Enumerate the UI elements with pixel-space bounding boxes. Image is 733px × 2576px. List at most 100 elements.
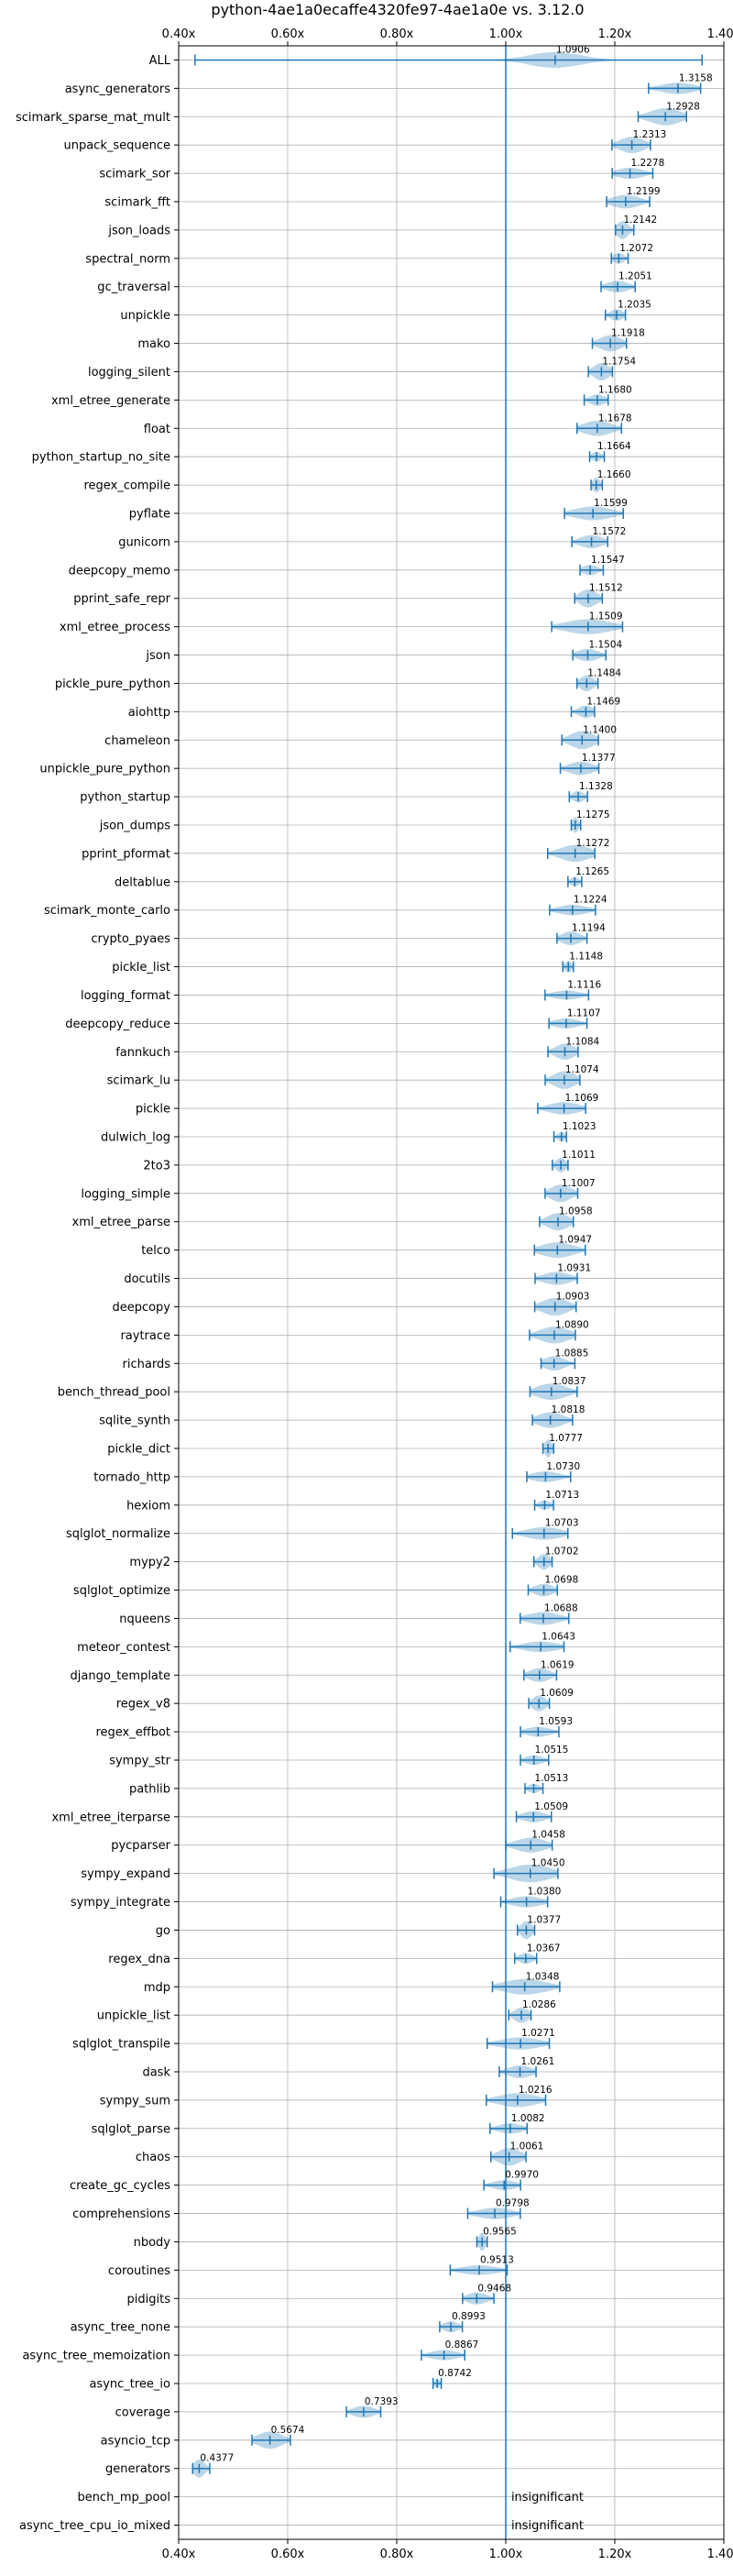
y-tick-label: pickle_pure_python — [55, 677, 170, 691]
y-tick-label: scimark_lu — [107, 1074, 170, 1088]
y-tick-label: logging_silent — [88, 366, 170, 380]
value-label: 1.1074 — [565, 1064, 599, 1075]
y-tick-label: gc_traversal — [97, 281, 170, 294]
y-tick-label: ALL — [149, 54, 171, 68]
value-label: 1.1023 — [563, 1121, 596, 1132]
y-axis: ALL async_generators scimark_sparse_mat_mu… — [16, 54, 179, 2533]
benchmark-mark: 1.0688 — [519, 1602, 578, 1625]
benchmark-mark: 1.2313 — [611, 129, 666, 154]
benchmark-mark: 1.0450 — [493, 1858, 565, 1883]
value-label: 1.1400 — [583, 724, 617, 735]
y-tick-label: django_template — [71, 1669, 170, 1683]
y-tick-label: unpickle — [120, 309, 170, 323]
y-tick-label: sqlglot_parse — [92, 2122, 170, 2136]
benchmark-mark: 1.0348 — [491, 1971, 561, 1995]
y-tick-label: xml_etree_process — [60, 621, 170, 634]
value-label: 1.1107 — [567, 1007, 601, 1018]
y-tick-label: spectral_norm — [85, 252, 170, 266]
value-label: 1.0348 — [526, 1971, 560, 1982]
y-tick-label: telco — [141, 1244, 170, 1258]
value-label: 1.1116 — [567, 979, 601, 990]
benchmark-mark: 1.1107 — [548, 1007, 601, 1029]
y-tick-label: tornado_http — [93, 1470, 170, 1484]
y-tick-label: async_tree_io — [89, 2378, 170, 2392]
value-label: 0.7393 — [365, 2396, 399, 2407]
benchmark-mark: 0.9970 — [483, 2170, 539, 2191]
y-tick-label: json_loads — [107, 224, 170, 237]
x-tick-label-bottom: 0.40x — [162, 2548, 196, 2561]
value-label: 0.9565 — [483, 2226, 517, 2237]
benchmark-mark: 1.2035 — [605, 300, 651, 321]
benchmark-mark: 1.1512 — [574, 583, 623, 608]
y-tick-label: pyflate — [129, 508, 170, 522]
value-label: 1.2051 — [618, 271, 652, 282]
y-tick-label: go — [156, 1924, 170, 1938]
value-label: 1.1484 — [587, 667, 621, 678]
benchmark-mark: 0.8742 — [432, 2368, 472, 2389]
benchmark-mark: 1.1011 — [552, 1150, 596, 1172]
y-tick-label: async_tree_memoization — [22, 2350, 170, 2363]
benchmark-mark: 1.0458 — [505, 1830, 565, 1853]
value-label: 1.0947 — [558, 1235, 592, 1246]
y-tick-label: xml_etree_generate — [51, 394, 170, 408]
benchmark-mark: 1.1400 — [561, 724, 617, 750]
y-tick-label: pprint_safe_repr — [73, 592, 170, 606]
value-label: 0.8867 — [445, 2339, 479, 2350]
benchmark-mark: 0.5674 — [251, 2425, 305, 2449]
x-tick-label-bottom: 0.60x — [271, 2548, 305, 2561]
benchmark-mark: 0.9565 — [476, 2226, 517, 2251]
benchmark-mark: 1.0619 — [523, 1659, 574, 1682]
value-label: 1.1512 — [589, 583, 623, 594]
value-label: 1.3158 — [679, 72, 713, 83]
y-tick-label: dask — [142, 2066, 170, 2080]
benchmark-mark: 1.1116 — [544, 979, 601, 1001]
value-label: 1.1084 — [565, 1036, 599, 1047]
benchmark-mark: 1.1484 — [575, 667, 621, 692]
benchmark-mark: 1.1678 — [576, 413, 632, 436]
value-label: 1.0885 — [555, 1348, 589, 1359]
value-label: 1.0261 — [521, 2056, 555, 2067]
value-label: 1.0818 — [552, 1404, 585, 1415]
value-label: 1.0367 — [527, 1943, 561, 1954]
y-tick-label: xml_etree_iterparse — [51, 1811, 170, 1824]
y-tick-label: mypy2 — [129, 1556, 170, 1569]
benchmark-mark: 1.0509 — [515, 1801, 568, 1822]
benchmark-mark: 1.0730 — [526, 1461, 580, 1482]
y-tick-label: mako — [137, 337, 170, 351]
benchmark-mark: 1.2928 — [637, 101, 700, 126]
benchmark-mark: 1.1547 — [579, 555, 625, 576]
value-label: 0.5674 — [271, 2425, 305, 2436]
y-tick-label: coroutines — [108, 2264, 170, 2278]
x-tick-label-top: 1.40x — [707, 28, 733, 41]
value-label: 0.8993 — [452, 2311, 486, 2322]
value-label: 1.1509 — [589, 611, 623, 622]
benchmark-mark: 1.0061 — [489, 2141, 543, 2166]
benchmark-mark: 1.0271 — [486, 2028, 555, 2050]
value-label: 1.0643 — [542, 1631, 575, 1642]
value-label: 1.1660 — [597, 469, 631, 480]
benchmark-mark: 1.1084 — [547, 1036, 600, 1061]
value-label: 1.1572 — [593, 526, 627, 537]
value-label: 0.4377 — [200, 2453, 234, 2464]
x-tick-label-bottom: 1.20x — [598, 2548, 632, 2561]
value-label: 1.0513 — [535, 1773, 569, 1784]
value-label: 1.1680 — [598, 384, 632, 395]
value-label: 1.2035 — [618, 300, 651, 311]
y-tick-label: scimark_fft — [104, 196, 170, 210]
y-tick-label: chaos — [136, 2151, 170, 2164]
benchmark-mark: 1.0593 — [520, 1716, 573, 1738]
value-label: 1.1504 — [588, 640, 622, 651]
value-label: 1.1599 — [594, 498, 628, 509]
benchmark-mark: 1.1074 — [544, 1064, 599, 1089]
benchmark-mark: 1.0698 — [527, 1575, 578, 1597]
x-axis: 0.40x 0.40x 0.60x 0.60x 0.80x 0.80x 1.00x 1.00x… — [162, 28, 733, 2561]
x-tick-label-top: 1.20x — [598, 28, 632, 41]
value-label: 1.1754 — [602, 356, 636, 367]
value-label: 1.1918 — [611, 328, 645, 339]
value-label: 1.0906 — [556, 44, 590, 55]
y-tick-label: async_generators — [65, 83, 171, 96]
value-label: 1.0688 — [544, 1602, 578, 1613]
y-tick-label: raytrace — [120, 1329, 170, 1343]
y-tick-label: dulwich_log — [101, 1131, 170, 1145]
